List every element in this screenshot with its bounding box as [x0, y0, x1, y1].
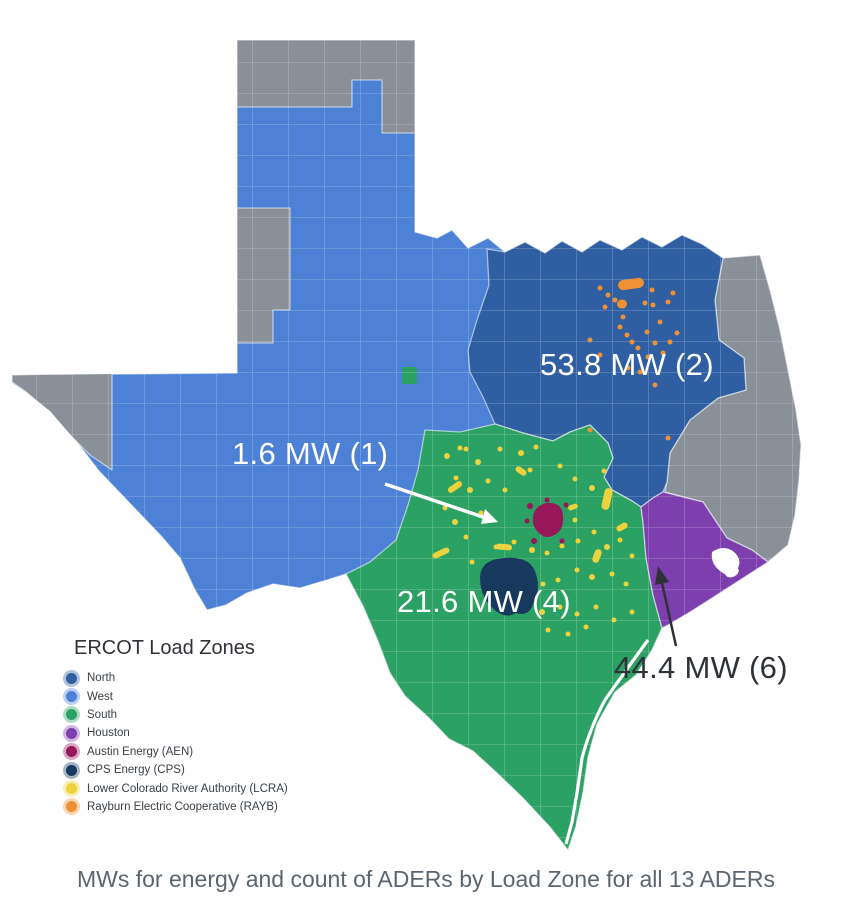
west-annotation-arrow [384, 482, 498, 524]
west-mw-annotation: 1.6 MW (1) [232, 436, 389, 471]
legend-title: ERCOT Load Zones [74, 637, 255, 659]
aen-swatch-icon [66, 746, 77, 758]
houston-swatch-icon [66, 727, 77, 739]
matagorda-bay [725, 566, 739, 578]
legend-item-cps: CPS Energy (CPS) [62, 761, 288, 779]
lcra-swatch-icon [66, 783, 77, 795]
houston-mw-annotation: 44.4 MW (6) [614, 650, 788, 685]
south-swatch-icon [66, 709, 77, 721]
north-mw-annotation: 53.8 MW (2) [540, 347, 714, 382]
legend-item-label: South [87, 708, 118, 721]
legend: ERCOT Load Zones North West South Housto… [62, 637, 288, 816]
legend-item-north: North [62, 669, 288, 687]
south-mw-annotation: 21.6 MW (4) [397, 584, 571, 619]
legend-item-houston: Houston [62, 724, 288, 742]
rayb-swatch-icon [66, 801, 77, 813]
legend-item-label: Austin Energy (AEN) [87, 745, 194, 758]
legend-item-label: West [87, 690, 113, 703]
houston-annotation-arrow [655, 566, 678, 647]
rayb-markers [617, 277, 644, 309]
legend-item-label: Houston [87, 727, 130, 740]
aen-satellite-markers [524, 497, 569, 544]
legend-item-rayb: Rayburn Electric Cooperative (RAYB) [62, 798, 288, 816]
rayb-dot-markers [587, 285, 680, 441]
coastal-channel [564, 639, 650, 845]
legend-item-label: North [87, 672, 116, 685]
west-swatch-icon [66, 691, 77, 703]
figure-caption: MWs for energy and count of ADERs by Loa… [76, 866, 775, 892]
north-swatch-icon [66, 672, 77, 684]
legend-item-label: Rayburn Electric Cooperative (RAYB) [87, 800, 278, 813]
cps-swatch-icon [66, 764, 77, 776]
legend-item-south: South [62, 706, 288, 724]
legend-item-label: Lower Colorado River Authority (LCRA) [87, 782, 288, 795]
legend-item-label: CPS Energy (CPS) [87, 764, 185, 777]
zone-aen-region [532, 502, 564, 537]
legend-item-aen: Austin Energy (AEN) [62, 743, 288, 761]
legend-item-lcra: Lower Colorado River Authority (LCRA) [62, 779, 288, 797]
lcra-markers [432, 466, 628, 563]
zone-cps-region [480, 557, 538, 616]
legend-item-west: West [62, 687, 288, 705]
